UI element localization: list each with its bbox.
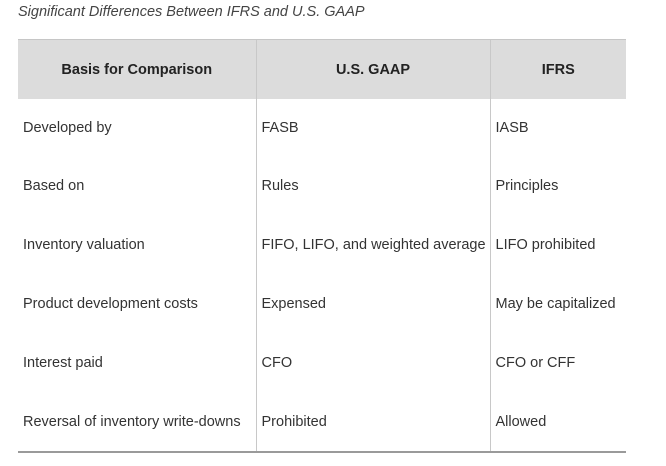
cell-us-gaap: FIFO, LIFO, and weighted average [255, 215, 490, 274]
table-row: Based on Rules Principles [18, 156, 626, 215]
table-row: Reversal of inventory write-downs Prohib… [18, 392, 626, 452]
column-header-basis: Basis for Comparison [18, 39, 256, 99]
cell-us-gaap: Prohibited [255, 392, 490, 452]
cell-ifrs: Principles [489, 156, 626, 215]
cell-ifrs: IASB [489, 99, 626, 156]
cell-basis: Based on [23, 177, 85, 194]
cell-basis: Interest paid [23, 354, 103, 371]
cell-ifrs: May be capitalized [489, 274, 626, 333]
table-row: Interest paid CFO CFO or CFF [18, 333, 626, 392]
table-row: Inventory valuation FIFO, LIFO, and weig… [18, 215, 626, 274]
cell-us-gaap: Expensed [255, 274, 490, 333]
cell-basis: Developed by [23, 119, 112, 136]
header-row: Basis for Comparison U.S. GAAP IFRS [18, 39, 626, 99]
column-header-ifrs: IFRS [489, 39, 626, 99]
cell-basis: Product development costs [23, 295, 198, 312]
cell-basis: Inventory valuation [23, 236, 145, 253]
column-header-us-gaap: U.S. GAAP [255, 39, 490, 99]
cell-us-gaap: CFO [255, 333, 490, 392]
table-row: Developed by FASB IASB [18, 99, 626, 156]
cell-ifrs: CFO or CFF [489, 333, 626, 392]
cell-ifrs: Allowed [489, 392, 626, 452]
cell-us-gaap: FASB [255, 99, 490, 156]
cell-basis: Reversal of inventory write-downs [23, 413, 241, 430]
cell-ifrs: LIFO prohibited [489, 215, 626, 274]
table-caption: Significant Differences Between IFRS and… [18, 4, 365, 20]
comparison-table: Basis for Comparison U.S. GAAP IFRS Deve… [18, 39, 626, 453]
table-row: Product development costs Expensed May b… [18, 274, 626, 333]
cell-us-gaap: Rules [255, 156, 490, 215]
